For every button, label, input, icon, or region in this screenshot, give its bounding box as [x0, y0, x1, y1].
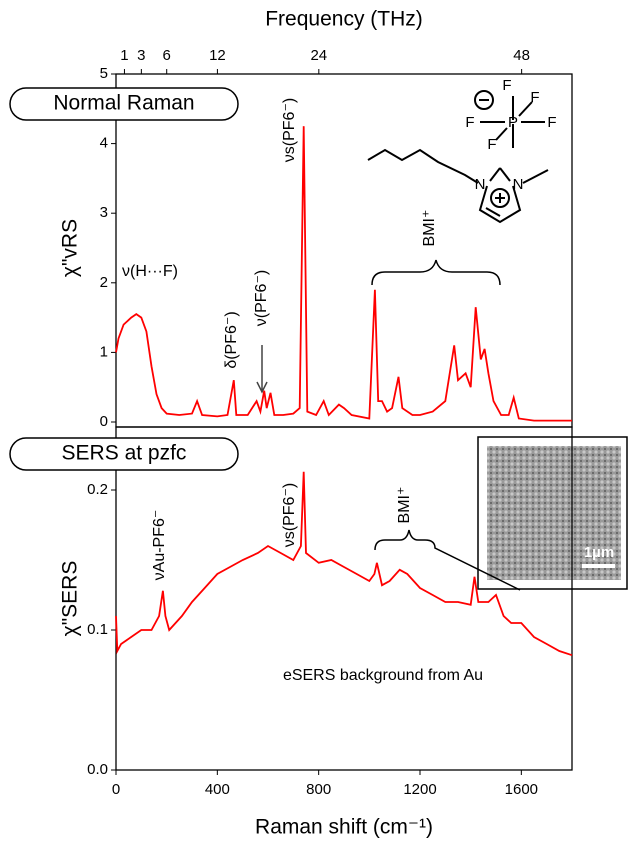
y-tick-label: 0.0: [87, 761, 108, 778]
annotation: BMI⁺: [396, 487, 413, 524]
molecule: [367, 90, 549, 224]
y-tick-label: 0.2: [87, 481, 108, 498]
brace: [371, 259, 501, 286]
scale-bar-label: 1µm: [584, 544, 614, 561]
atom-label: F: [465, 114, 474, 131]
atom-label: F: [530, 89, 539, 106]
arrow: [256, 345, 268, 394]
y-tick-label: 1: [100, 343, 108, 360]
plot-frame: [115, 73, 573, 428]
spectrum-line: [115, 126, 572, 422]
panel-label-box: [9, 87, 239, 121]
atom-label: P: [508, 114, 518, 131]
atom-label: N: [513, 176, 524, 193]
y-tick-label: 0: [100, 413, 108, 430]
annotation: ν(PF6⁻): [253, 270, 270, 326]
x-tick-label: 800: [306, 781, 331, 798]
y-tick-label: 5: [100, 65, 108, 82]
panel-label: SERS at pzfc: [62, 442, 187, 465]
y-axis-title: χ"SERS: [59, 561, 82, 637]
y-tick-label: 0.1: [87, 621, 108, 638]
brace: [374, 529, 521, 591]
plot-frame: [115, 426, 573, 771]
y-tick-label: 2: [100, 274, 108, 291]
x2-tick-label: 48: [513, 47, 530, 64]
annotation: eSERS background from Au: [283, 667, 483, 684]
x-tick-label: 0: [112, 781, 120, 798]
annotation: δ(PF6⁻): [223, 311, 240, 368]
x-tick-label: 1200: [403, 781, 436, 798]
x2-axis-title: Frequency (THz): [265, 8, 423, 31]
y-tick-label: 3: [100, 204, 108, 221]
annotation: BMI⁺: [421, 210, 438, 247]
x2-tick-label: 24: [310, 47, 327, 64]
x2-tick-label: 3: [137, 47, 145, 64]
x2-tick-label: 12: [209, 47, 226, 64]
y-axis-title: χ"vRS: [59, 219, 82, 277]
annotation: ν(H···F): [122, 263, 178, 280]
x-tick-label: 1600: [505, 781, 538, 798]
spectrum-line: [115, 471, 573, 657]
panel-label-box: [9, 437, 239, 471]
annotation: νAu-PF6⁻: [151, 510, 168, 581]
sem-inset: [477, 436, 628, 590]
atom-label: N: [475, 176, 486, 193]
panel-label: Normal Raman: [53, 92, 194, 115]
atom-label: F: [547, 114, 556, 131]
x-tick-label: 400: [205, 781, 230, 798]
x-axis-title: Raman shift (cm⁻¹): [255, 816, 433, 839]
atom-label: F: [487, 136, 496, 153]
y-tick-label: 4: [100, 135, 108, 152]
atom-label: F: [502, 77, 511, 94]
annotation: νs(PF6⁻): [281, 98, 298, 162]
x2-tick-label: 6: [163, 47, 171, 64]
annotation: νs(PF6⁻): [281, 483, 298, 547]
x2-tick-label: 1: [120, 47, 128, 64]
